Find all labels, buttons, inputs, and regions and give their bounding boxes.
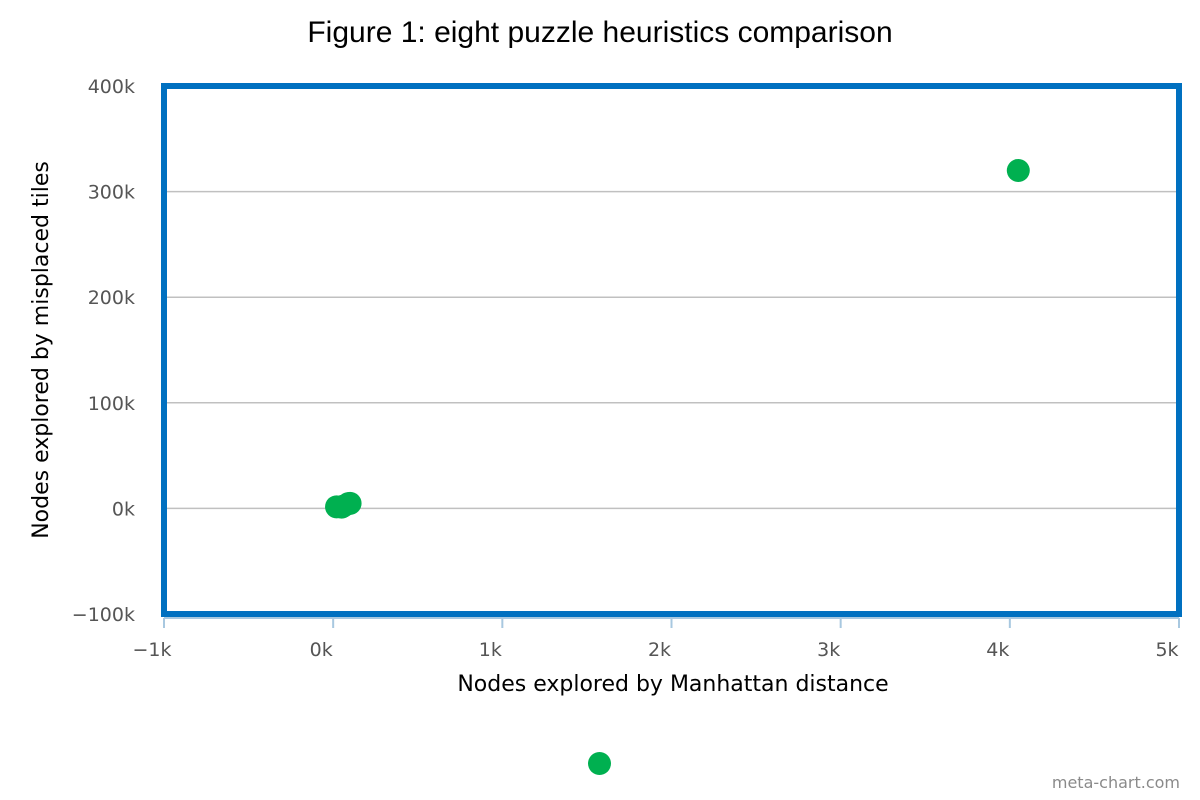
y-tick-label: 0k — [112, 498, 135, 520]
y-tick-label: 300k — [88, 182, 135, 204]
grid-lines — [164, 190, 1179, 510]
x-tick-label: 0k — [310, 639, 333, 661]
watermark: meta-chart.com — [1051, 773, 1180, 792]
legend-marker[interactable] — [588, 752, 611, 775]
x-tick-label: 2k — [648, 639, 671, 661]
y-tick-label: 100k — [88, 393, 135, 415]
data-point — [338, 491, 362, 515]
x-tick-label: 4k — [986, 639, 1009, 661]
plot-frame — [161, 83, 1182, 617]
x-axis: −1k 0k 1k 2k 3k 4k 5k — [132, 617, 1180, 661]
x-tick-label: 1k — [479, 639, 502, 661]
y-tick-label: 400k — [88, 76, 135, 98]
y-axis-label: Nodes explored by misplaced tiles — [29, 161, 54, 539]
chart-title: Figure 1: eight puzzle heuristics compar… — [307, 16, 893, 49]
x-axis-label: Nodes explored by Manhattan distance — [457, 672, 888, 697]
x-tick-label: 3k — [817, 639, 840, 661]
y-axis: −100k 0k 100k 200k 300k 400k — [72, 76, 135, 626]
data-point — [1006, 158, 1030, 182]
x-tick-label: −1k — [132, 639, 171, 661]
y-tick-label: −100k — [72, 604, 135, 626]
y-tick-label: 200k — [88, 287, 135, 309]
x-tick-label: 5k — [1155, 639, 1178, 661]
data-points — [325, 158, 1030, 519]
